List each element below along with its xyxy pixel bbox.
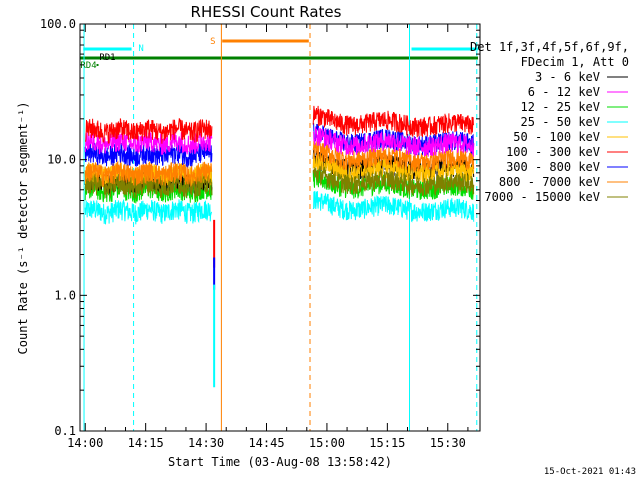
legend-label: 25 - 50 keV <box>521 115 600 129</box>
series-line <box>312 126 475 157</box>
rd1-label: RD1 <box>99 53 115 63</box>
legend-label: 12 - 25 keV <box>521 100 600 114</box>
rd4-label: RD4 <box>80 61 96 71</box>
x-tick-label: 14:45 <box>248 436 284 450</box>
series-line <box>84 160 213 187</box>
y-axis: 0.1 1.0 10.0 100.0 <box>40 17 480 438</box>
series-line <box>85 117 213 144</box>
legend-label: 300 - 800 keV <box>506 160 600 174</box>
legend-label: 800 - 7000 keV <box>499 175 600 189</box>
plot-frame <box>79 23 481 432</box>
legend-header-line-2: FDecim 1, Att 0 <box>521 55 629 69</box>
rd4-marker <box>96 64 99 66</box>
chart-title: RHESSI Count Rates <box>191 3 342 21</box>
x-tick-label: 14:30 <box>188 436 224 450</box>
y-axis-label: Count Rate (s⁻¹ detector segment⁻¹) <box>16 102 30 355</box>
legend-label: 50 - 100 keV <box>513 130 600 144</box>
x-tick-label: 15:15 <box>369 436 405 450</box>
legend-header-line-1: Det 1f,3f,4f,5f,6f,9f, <box>470 40 629 54</box>
series-line <box>312 105 475 138</box>
saa-label: S <box>210 37 215 47</box>
series-line <box>84 142 213 168</box>
y-tick-label: 100.0 <box>40 17 76 31</box>
series-line <box>312 190 475 223</box>
y-tick-label: 10.0 <box>47 153 76 167</box>
series-line <box>84 199 213 225</box>
footer-timestamp: 15-Oct-2021 01:43 <box>544 467 636 477</box>
x-tick-label: 15:00 <box>309 436 345 450</box>
series-line <box>312 165 475 197</box>
x-axis-label: Start Time (03-Aug-08 13:58:42) <box>168 455 392 469</box>
legend-label: 7000 - 15000 keV <box>484 190 600 204</box>
x-axis: 14:00 14:15 14:30 14:45 15:00 15:15 15:30 <box>67 24 469 450</box>
x-tick-label: 14:00 <box>67 436 103 450</box>
y-tick-label: 0.1 <box>54 424 76 438</box>
legend-label: 3 - 6 keV <box>535 70 600 84</box>
legend-label: 6 - 12 keV <box>528 85 600 99</box>
x-tick-label: 14:15 <box>128 436 164 450</box>
legend-label: 100 - 300 keV <box>506 145 600 159</box>
x-tick-label: 15:30 <box>430 436 466 450</box>
night-label: N <box>138 44 143 54</box>
y-tick-label: 1.0 <box>54 288 76 302</box>
